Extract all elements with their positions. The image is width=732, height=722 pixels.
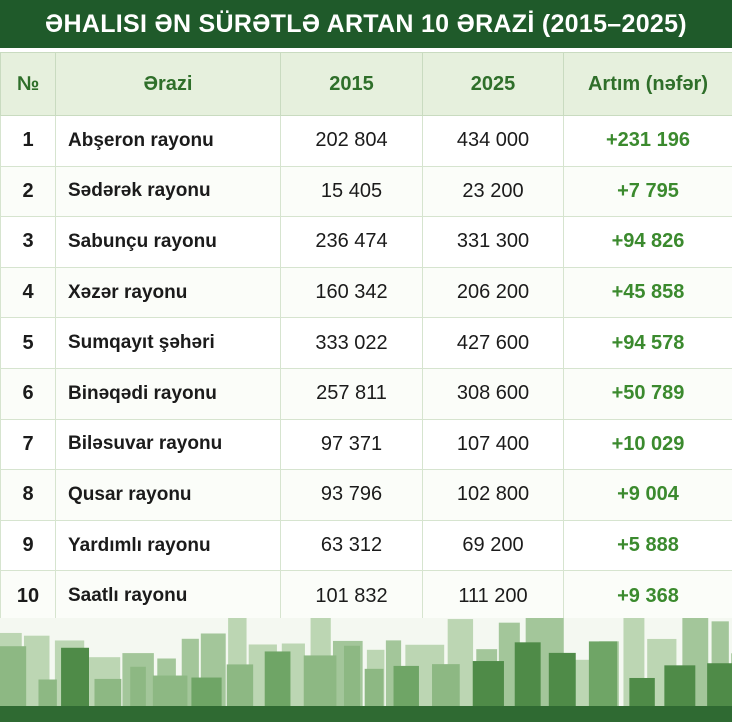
table-row: 8 Qusar rayonu 93 796 102 800 +9 004 xyxy=(0,469,732,521)
region-cell: Binəqədi rayonu xyxy=(55,367,281,420)
growth-cell: +9 368 xyxy=(563,570,732,622)
table-row: 9 Yardımlı rayonu 63 312 69 200 +5 888 xyxy=(0,519,732,572)
table-row: 1 Abşeron rayonu 202 804 434 000 +231 196 xyxy=(0,115,732,167)
value-2015-cell: 236 474 xyxy=(280,216,423,268)
value-2015-cell: 333 022 xyxy=(280,317,423,369)
building xyxy=(61,647,90,706)
rank-cell: 7 xyxy=(0,418,56,471)
rank-cell: 4 xyxy=(0,266,56,319)
growth-cell: +10 029 xyxy=(563,418,732,471)
building xyxy=(432,664,460,706)
data-table: № Ərazi 2015 2025 Artım (nəfər) 1 Abşeron ray… xyxy=(0,52,732,622)
rank-cell: 6 xyxy=(0,367,56,420)
value-2015-cell: 160 342 xyxy=(280,266,423,319)
building xyxy=(264,651,291,706)
growth-cell: +231 196 xyxy=(563,115,732,167)
building xyxy=(0,646,27,706)
ground xyxy=(0,706,732,722)
value-2025-cell: 308 600 xyxy=(422,367,564,420)
table-row: 4 Xəzər rayonu 160 342 206 200 +45 858 xyxy=(0,266,732,319)
rank-cell: 5 xyxy=(0,317,56,369)
header-row: № Ərazi 2015 2025 Artım (nəfər) xyxy=(0,52,732,116)
building xyxy=(343,645,360,706)
building xyxy=(548,652,576,706)
region-cell: Sumqayıt şəhəri xyxy=(55,317,281,369)
skyline xyxy=(0,618,732,722)
rank-cell: 3 xyxy=(0,216,56,268)
title-bar: ƏHALISI ƏN SÜRƏTLƏ ARTAN 10 ƏRAZİ (2015–… xyxy=(0,0,732,48)
building xyxy=(664,665,696,706)
building xyxy=(130,666,146,706)
value-2025-cell: 427 600 xyxy=(422,317,564,369)
region-cell: Sabunçu rayonu xyxy=(55,216,281,268)
region-cell: Biləsuvar rayonu xyxy=(55,418,281,471)
growth-cell: +7 795 xyxy=(563,165,732,218)
column-header: Artım (nəfər) xyxy=(563,52,732,116)
building xyxy=(226,664,254,706)
table-row: 10 Saatlı rayonu 101 832 111 200 +9 368 xyxy=(0,570,732,622)
building xyxy=(364,668,384,706)
value-2025-cell: 107 400 xyxy=(422,418,564,471)
value-2025-cell: 206 200 xyxy=(422,266,564,319)
value-2025-cell: 434 000 xyxy=(422,115,564,167)
rank-cell: 8 xyxy=(0,469,56,521)
building xyxy=(498,622,520,706)
building xyxy=(94,678,122,706)
region-cell: Qusar rayonu xyxy=(55,469,281,521)
value-2025-cell: 102 800 xyxy=(422,469,564,521)
growth-cell: +45 858 xyxy=(563,266,732,319)
value-2015-cell: 257 811 xyxy=(280,367,423,420)
building xyxy=(393,665,419,706)
building xyxy=(588,641,618,706)
growth-cell: +5 888 xyxy=(563,519,732,572)
value-2015-cell: 63 312 xyxy=(280,519,423,572)
region-cell: Saatlı rayonu xyxy=(55,570,281,622)
value-2015-cell: 15 405 xyxy=(280,165,423,218)
table-row: 3 Sabunçu rayonu 236 474 331 300 +94 826 xyxy=(0,216,732,268)
growth-cell: +94 578 xyxy=(563,317,732,369)
growth-cell: +9 004 xyxy=(563,469,732,521)
table-row: 2 Sədərək rayonu 15 405 23 200 +7 795 xyxy=(0,165,732,218)
value-2025-cell: 69 200 xyxy=(422,519,564,572)
rank-cell: 1 xyxy=(0,115,56,167)
building xyxy=(303,655,337,706)
table-row: 6 Binəqədi rayonu 257 811 308 600 +50 789 xyxy=(0,367,732,420)
value-2015-cell: 93 796 xyxy=(280,469,423,521)
region-cell: Abşeron rayonu xyxy=(55,115,281,167)
region-cell: Sədərək rayonu xyxy=(55,165,281,218)
rank-cell: 9 xyxy=(0,519,56,572)
table-body: 1 Abşeron rayonu 202 804 434 000 +231 196 2 Sə… xyxy=(0,115,732,622)
value-2025-cell: 111 200 xyxy=(422,570,564,622)
column-header: 2025 xyxy=(422,52,564,116)
value-2025-cell: 331 300 xyxy=(422,216,564,268)
column-header: № xyxy=(0,52,56,116)
region-cell: Yardımlı rayonu xyxy=(55,519,281,572)
building xyxy=(629,677,655,706)
growth-cell: +94 826 xyxy=(563,216,732,268)
region-cell: Xəzər rayonu xyxy=(55,266,281,319)
column-header: Ərazi xyxy=(55,52,281,116)
rank-cell: 2 xyxy=(0,165,56,218)
rank-cell: 10 xyxy=(0,570,56,622)
building xyxy=(191,677,222,706)
growth-cell: +50 789 xyxy=(563,367,732,420)
value-2015-cell: 97 371 xyxy=(280,418,423,471)
building xyxy=(472,661,504,706)
building xyxy=(707,663,732,706)
column-header: 2015 xyxy=(280,52,423,116)
table-row: 5 Sumqayıt şəhəri 333 022 427 600 +94 578 xyxy=(0,317,732,369)
table-row: 7 Biləsuvar rayonu 97 371 107 400 +10 029 xyxy=(0,418,732,471)
buildings xyxy=(0,618,732,706)
value-2025-cell: 23 200 xyxy=(422,165,564,218)
value-2015-cell: 202 804 xyxy=(280,115,423,167)
building xyxy=(38,679,57,706)
building xyxy=(152,675,188,706)
building xyxy=(514,642,541,706)
value-2015-cell: 101 832 xyxy=(280,570,423,622)
